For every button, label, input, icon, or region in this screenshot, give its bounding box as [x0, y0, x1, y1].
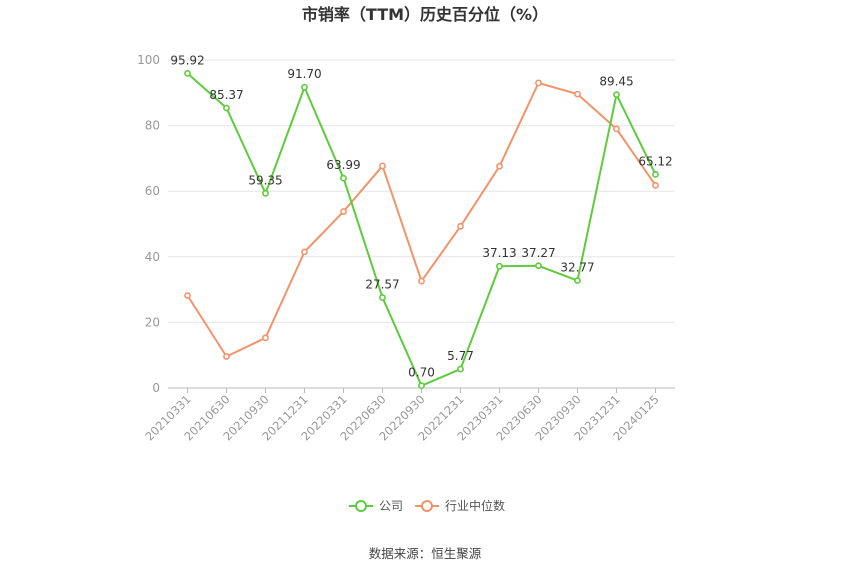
industry-median-point[interactable] — [340, 208, 347, 215]
data-label: 95.92 — [170, 53, 204, 67]
y-axis-ticks: 0 20 40 60 80 100 — [137, 53, 160, 395]
series-group — [184, 69, 659, 390]
data-label: 91.70 — [287, 67, 321, 81]
x-axis: 2021033120210630202109302021123120220331… — [142, 387, 675, 444]
data-label: 89.45 — [599, 75, 633, 89]
company-point[interactable] — [652, 171, 659, 178]
legend-marker — [355, 500, 367, 512]
industry-median-point[interactable] — [379, 162, 386, 170]
company-point[interactable] — [418, 382, 425, 390]
data-label: 0.70 — [408, 366, 435, 380]
company-point[interactable] — [613, 91, 620, 99]
industry-median-point[interactable] — [184, 292, 191, 299]
data-labels: 95.92 85.37 59.35 91.70 63.99 27.57 0.70 5.77 37… — [170, 53, 672, 379]
y-tick-label: 60 — [145, 184, 160, 198]
legend-label: 公司 — [379, 499, 403, 513]
company-point[interactable] — [574, 277, 581, 284]
industry-median-point[interactable] — [613, 125, 620, 133]
data-label: 5.77 — [447, 349, 474, 363]
industry-median-point[interactable] — [301, 248, 308, 256]
data-label: 59.35 — [248, 173, 282, 187]
industry-median-line — [186, 81, 657, 358]
industry-median-point[interactable] — [418, 277, 425, 285]
industry-median-point[interactable] — [652, 181, 659, 189]
industry-median-point[interactable] — [223, 353, 230, 360]
company-point[interactable] — [184, 69, 191, 77]
company-point[interactable] — [535, 262, 542, 270]
industry-median-point[interactable] — [496, 162, 503, 170]
legend-item-industry-median[interactable]: 行业中位数 — [415, 498, 505, 513]
data-label: 63.99 — [326, 158, 360, 172]
company-point[interactable] — [496, 262, 503, 270]
y-tick-label: 80 — [145, 119, 160, 133]
y-tick-label: 40 — [145, 250, 160, 264]
data-label: 37.27 — [521, 246, 555, 260]
company-point[interactable] — [262, 189, 269, 197]
company-point[interactable] — [301, 83, 308, 91]
legend-item-company[interactable]: 公司 — [349, 499, 403, 513]
y-tick-label: 20 — [145, 315, 160, 329]
legend-label: 行业中位数 — [445, 498, 505, 513]
company-point[interactable] — [457, 365, 464, 373]
y-tick-label: 0 — [152, 381, 160, 395]
company-point[interactable] — [379, 294, 386, 301]
data-label: 27.57 — [365, 278, 399, 292]
gridlines — [168, 59, 675, 323]
y-tick-label: 100 — [137, 53, 160, 67]
data-label: 37.13 — [482, 246, 516, 260]
source-note: 数据来源：恒生聚源 — [369, 546, 482, 561]
company-point[interactable] — [340, 174, 347, 182]
legend[interactable]: 公司 行业中位数 — [349, 498, 505, 513]
legend-marker — [421, 500, 433, 512]
chart-title: 市销率（TTM）历史百分位（%） — [302, 5, 548, 24]
company-line — [186, 72, 657, 387]
data-label: 32.77 — [560, 261, 594, 275]
data-label: 65.12 — [638, 154, 672, 168]
company-point[interactable] — [223, 104, 230, 112]
industry-median-point[interactable] — [457, 222, 464, 230]
data-label: 85.37 — [209, 88, 243, 102]
industry-median-point[interactable] — [535, 79, 542, 87]
industry-median-point[interactable] — [574, 90, 581, 98]
industry-median-point[interactable] — [262, 334, 269, 342]
